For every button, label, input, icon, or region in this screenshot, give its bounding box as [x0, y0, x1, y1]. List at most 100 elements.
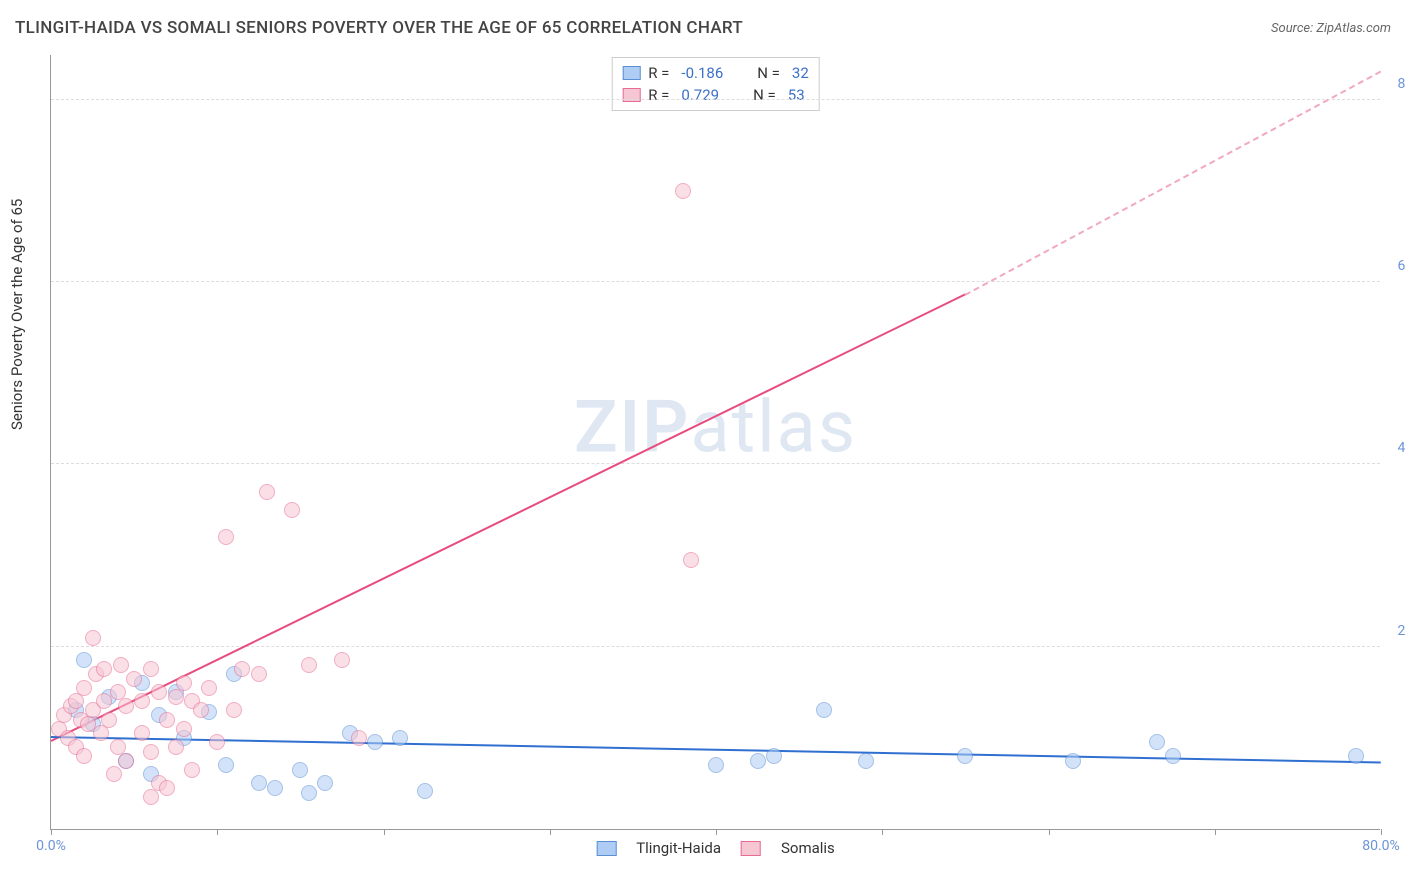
scatter-point	[176, 721, 192, 737]
scatter-point	[168, 689, 184, 705]
legend-row-series2: R = 0.729 N = 53	[622, 84, 809, 106]
scatter-point	[1348, 748, 1364, 764]
scatter-point	[184, 762, 200, 778]
y-tick-label: 80.0%	[1397, 76, 1406, 92]
scatter-point	[76, 748, 92, 764]
y-tick-label: 60.0%	[1397, 258, 1406, 274]
scatter-point	[816, 702, 832, 718]
scatter-point	[1065, 753, 1081, 769]
scatter-point	[118, 753, 134, 769]
scatter-point	[234, 661, 250, 677]
x-tick	[1381, 829, 1382, 835]
r-value-1: -0.186	[681, 64, 723, 82]
chart-title: TLINGIT-HAIDA VS SOMALI SENIORS POVERTY …	[15, 18, 743, 38]
scatter-point	[750, 753, 766, 769]
y-tick-label: 40.0%	[1397, 440, 1406, 456]
scatter-point	[675, 183, 691, 199]
watermark-rest: atlas	[690, 384, 857, 469]
scatter-point	[76, 652, 92, 668]
scatter-point	[85, 630, 101, 646]
scatter-point	[106, 766, 122, 782]
scatter-point	[392, 730, 408, 746]
scatter-point	[301, 657, 317, 673]
scatter-point	[267, 780, 283, 796]
trend-line	[965, 70, 1382, 295]
scatter-point	[259, 484, 275, 500]
scatter-point	[159, 712, 175, 728]
series-legend: Tlingit-Haida Somalis	[596, 839, 835, 857]
x-tick	[550, 829, 551, 835]
x-tick-label: 80.0%	[1362, 838, 1400, 854]
scatter-point	[76, 680, 92, 696]
scatter-point	[858, 753, 874, 769]
gridline	[51, 281, 1380, 282]
x-tick	[1215, 829, 1216, 835]
scatter-point	[218, 757, 234, 773]
scatter-point	[68, 693, 84, 709]
n-value-2: 53	[788, 86, 805, 104]
y-tick-label: 20.0%	[1397, 623, 1406, 639]
scatter-point	[1165, 748, 1181, 764]
legend-label-2: Somalis	[781, 839, 835, 857]
legend-row-series1: R = -0.186 N = 32	[622, 62, 809, 84]
scatter-point	[317, 775, 333, 791]
n-label: N =	[757, 64, 780, 82]
swatch-somali	[622, 88, 640, 102]
gridline	[51, 646, 1380, 647]
x-tick	[1049, 829, 1050, 835]
gridline	[51, 463, 1380, 464]
scatter-point	[301, 785, 317, 801]
scatter-point	[113, 657, 129, 673]
x-tick	[384, 829, 385, 835]
scatter-point	[143, 789, 159, 805]
r-label: R =	[648, 64, 669, 82]
scatter-point	[176, 675, 192, 691]
scatter-point	[1149, 734, 1165, 750]
n-value-1: 32	[792, 64, 809, 82]
scatter-point	[151, 684, 167, 700]
gridline	[51, 99, 1380, 100]
scatter-point	[957, 748, 973, 764]
r-value-2: 0.729	[681, 86, 719, 104]
scatter-point	[93, 725, 109, 741]
scatter-point	[143, 661, 159, 677]
scatter-point	[159, 780, 175, 796]
scatter-point	[168, 739, 184, 755]
x-tick	[882, 829, 883, 835]
scatter-plot: ZIPatlas R = -0.186 N = 32 R = 0.729 N =…	[50, 55, 1380, 830]
scatter-point	[683, 552, 699, 568]
scatter-point	[251, 666, 267, 682]
scatter-point	[284, 502, 300, 518]
r-label: R =	[648, 86, 669, 104]
scatter-point	[134, 725, 150, 741]
x-tick	[217, 829, 218, 835]
scatter-point	[334, 652, 350, 668]
scatter-point	[292, 762, 308, 778]
x-tick	[716, 829, 717, 835]
scatter-point	[193, 702, 209, 718]
scatter-point	[251, 775, 267, 791]
scatter-point	[218, 529, 234, 545]
scatter-point	[417, 783, 433, 799]
watermark: ZIPatlas	[574, 384, 857, 469]
scatter-point	[351, 730, 367, 746]
scatter-point	[367, 734, 383, 750]
trend-line	[51, 294, 966, 743]
scatter-point	[708, 757, 724, 773]
swatch-tlingit	[622, 66, 640, 80]
y-axis-label: Seniors Poverty Over the Age of 65	[8, 199, 26, 430]
correlation-legend: R = -0.186 N = 32 R = 0.729 N = 53	[611, 57, 820, 111]
scatter-point	[143, 744, 159, 760]
source-attribution: Source: ZipAtlas.com	[1271, 21, 1391, 36]
scatter-point	[101, 712, 117, 728]
scatter-point	[226, 702, 242, 718]
scatter-point	[96, 661, 112, 677]
scatter-point	[201, 680, 217, 696]
scatter-point	[134, 693, 150, 709]
x-tick	[51, 829, 52, 835]
legend-label-1: Tlingit-Haida	[636, 839, 721, 857]
swatch-tlingit	[596, 841, 616, 856]
scatter-point	[118, 698, 134, 714]
scatter-point	[126, 671, 142, 687]
n-label: N =	[753, 86, 776, 104]
